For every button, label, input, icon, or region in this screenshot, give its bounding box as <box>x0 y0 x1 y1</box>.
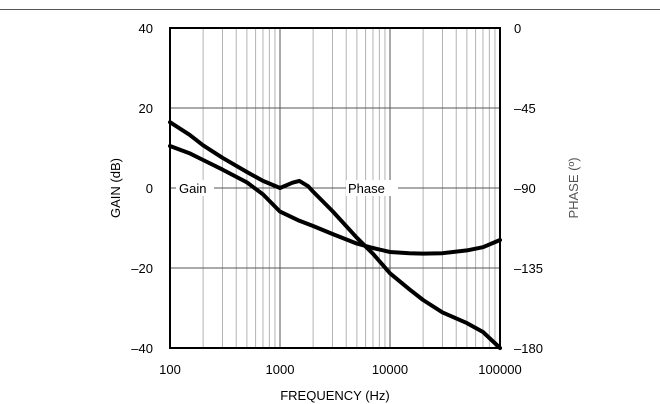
y-right-tick-label: 0 <box>514 21 521 36</box>
y-axis-right-title: PHASE (º) <box>566 157 581 218</box>
y-right-tick-label: –135 <box>514 261 543 276</box>
y-right-tick-label: –180 <box>514 341 543 356</box>
tick-labels: 100 1000 10000 100000 40 20 0 –20 –40 0 –45 –90 –135… <box>131 21 543 377</box>
gain-series-label: Gain <box>179 181 206 196</box>
gain-curve <box>168 144 502 256</box>
y-tick-label: 40 <box>139 21 153 36</box>
x-tick-label: 1000 <box>266 362 295 377</box>
series-lines <box>168 120 502 350</box>
phase-label-bg <box>346 180 398 196</box>
y-right-tick-label: –45 <box>514 101 536 116</box>
y-axis-title: GAIN (dB) <box>108 158 123 218</box>
phase-series-label: Phase <box>348 181 385 196</box>
phase-curve <box>168 120 502 350</box>
x-tick-label: 100000 <box>478 362 521 377</box>
x-tick-label: 100 <box>159 362 181 377</box>
y-tick-label: 0 <box>146 181 153 196</box>
y-right-tick-label: –90 <box>514 181 536 196</box>
y-tick-label: 20 <box>139 101 153 116</box>
x-tick-label: 10000 <box>372 362 408 377</box>
grid <box>170 28 500 348</box>
x-axis-title: FREQUENCY (Hz) <box>280 388 390 403</box>
y-tick-label: –40 <box>131 341 153 356</box>
plot-frame <box>169 27 501 349</box>
y-tick-label: –20 <box>131 261 153 276</box>
gain-label-bg <box>176 180 214 196</box>
